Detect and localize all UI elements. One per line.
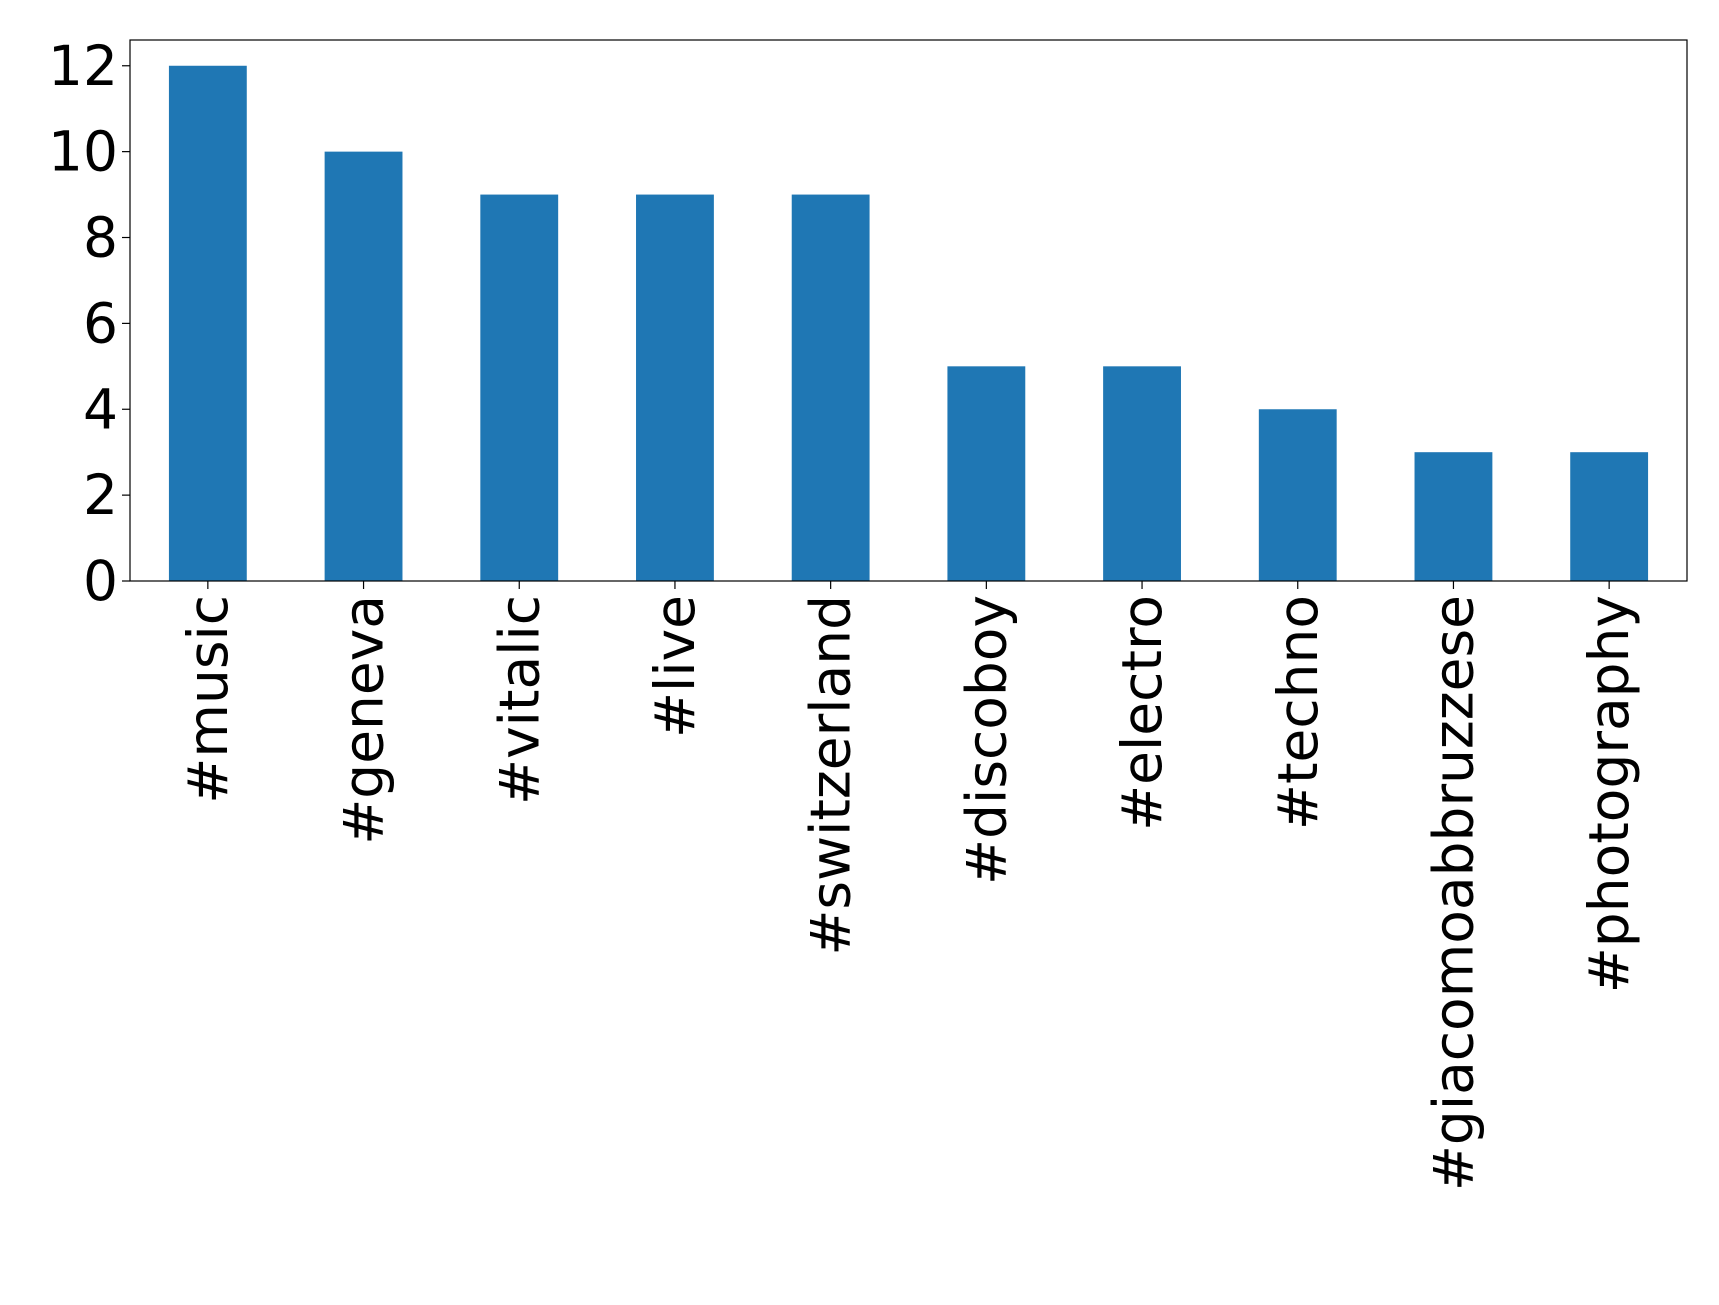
x-tick-label: #live — [643, 595, 707, 738]
y-tick-label: 4 — [83, 377, 118, 441]
bar — [947, 366, 1026, 581]
x-tick-label: #music — [176, 595, 240, 804]
x-tick-label: #electro — [1110, 595, 1174, 831]
bar — [1570, 452, 1649, 581]
x-tick-label: #giacomoabbruzzese — [1421, 595, 1485, 1191]
bar — [324, 151, 403, 581]
bar — [1258, 409, 1337, 581]
y-tick-label: 2 — [83, 463, 118, 527]
plot-frame — [129, 39, 1688, 582]
x-tick-label: #switzerland — [799, 595, 863, 956]
bar — [168, 65, 247, 581]
x-tick-label: #discoboy — [954, 595, 1018, 885]
x-tick-label: #vitalic — [487, 595, 551, 805]
bar — [636, 194, 714, 582]
y-tick-label: 0 — [83, 549, 118, 613]
bar — [1414, 452, 1493, 581]
x-tick-label: #techno — [1266, 595, 1330, 830]
y-tick-label: 10 — [48, 120, 118, 184]
bar — [791, 194, 870, 582]
bar — [1103, 366, 1181, 581]
x-tick-label: #geneva — [332, 595, 396, 845]
y-tick-label: 6 — [83, 291, 118, 355]
y-tick-label: 8 — [83, 206, 118, 270]
y-tick-label: 12 — [48, 34, 118, 98]
bar — [480, 194, 559, 582]
x-tick-label: #photography — [1577, 595, 1641, 993]
